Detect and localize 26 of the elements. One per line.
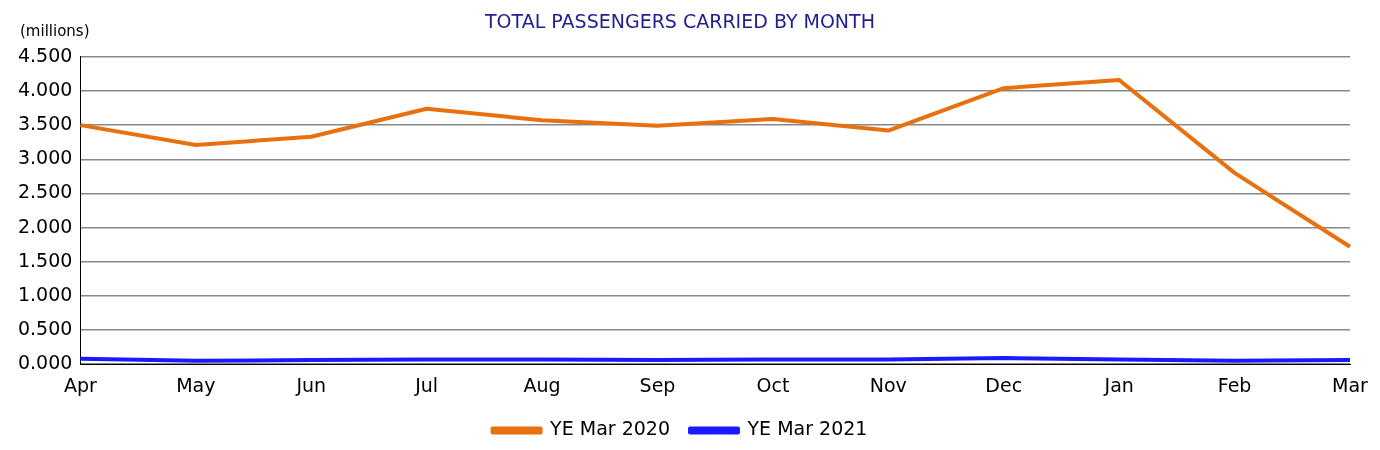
x-tick-label: Oct	[756, 373, 790, 396]
y-tick-label: 3.000	[17, 146, 73, 169]
x-tick-label: Jul	[414, 373, 439, 396]
x-tick-label: Mar	[1332, 373, 1369, 396]
chart-title: TOTAL PASSENGERS CARRIED BY MONTH	[484, 10, 875, 33]
y-tick-label: 2.000	[17, 214, 73, 237]
y-tick-label: 1.500	[17, 248, 73, 271]
x-tick-label: Apr	[63, 373, 98, 396]
y-tick-label: 0.000	[17, 351, 73, 374]
x-tick-label: Jan	[1103, 373, 1134, 396]
legend-label: YE Mar 2020	[549, 417, 671, 440]
y-tick-label: 3.500	[17, 112, 73, 135]
y-tick-label: 1.000	[17, 282, 73, 305]
x-tick-label: May	[176, 373, 216, 396]
x-tick-label: Feb	[1217, 373, 1252, 396]
y-tick-label: 4.000	[17, 77, 73, 100]
y-tick-label: 4.500	[17, 43, 73, 66]
y-tick-label: 2.500	[17, 180, 73, 203]
x-tick-label: Aug	[523, 373, 561, 396]
y-axis-title: (millions)	[20, 21, 90, 40]
x-tick-label: Dec	[985, 373, 1023, 396]
y-tick-label: 0.500	[17, 316, 73, 339]
x-tick-label: Nov	[869, 373, 907, 396]
x-tick-label: Jun	[295, 373, 327, 396]
legend-label: YE Mar 2021	[746, 417, 868, 440]
x-tick-label: Sep	[639, 373, 676, 396]
